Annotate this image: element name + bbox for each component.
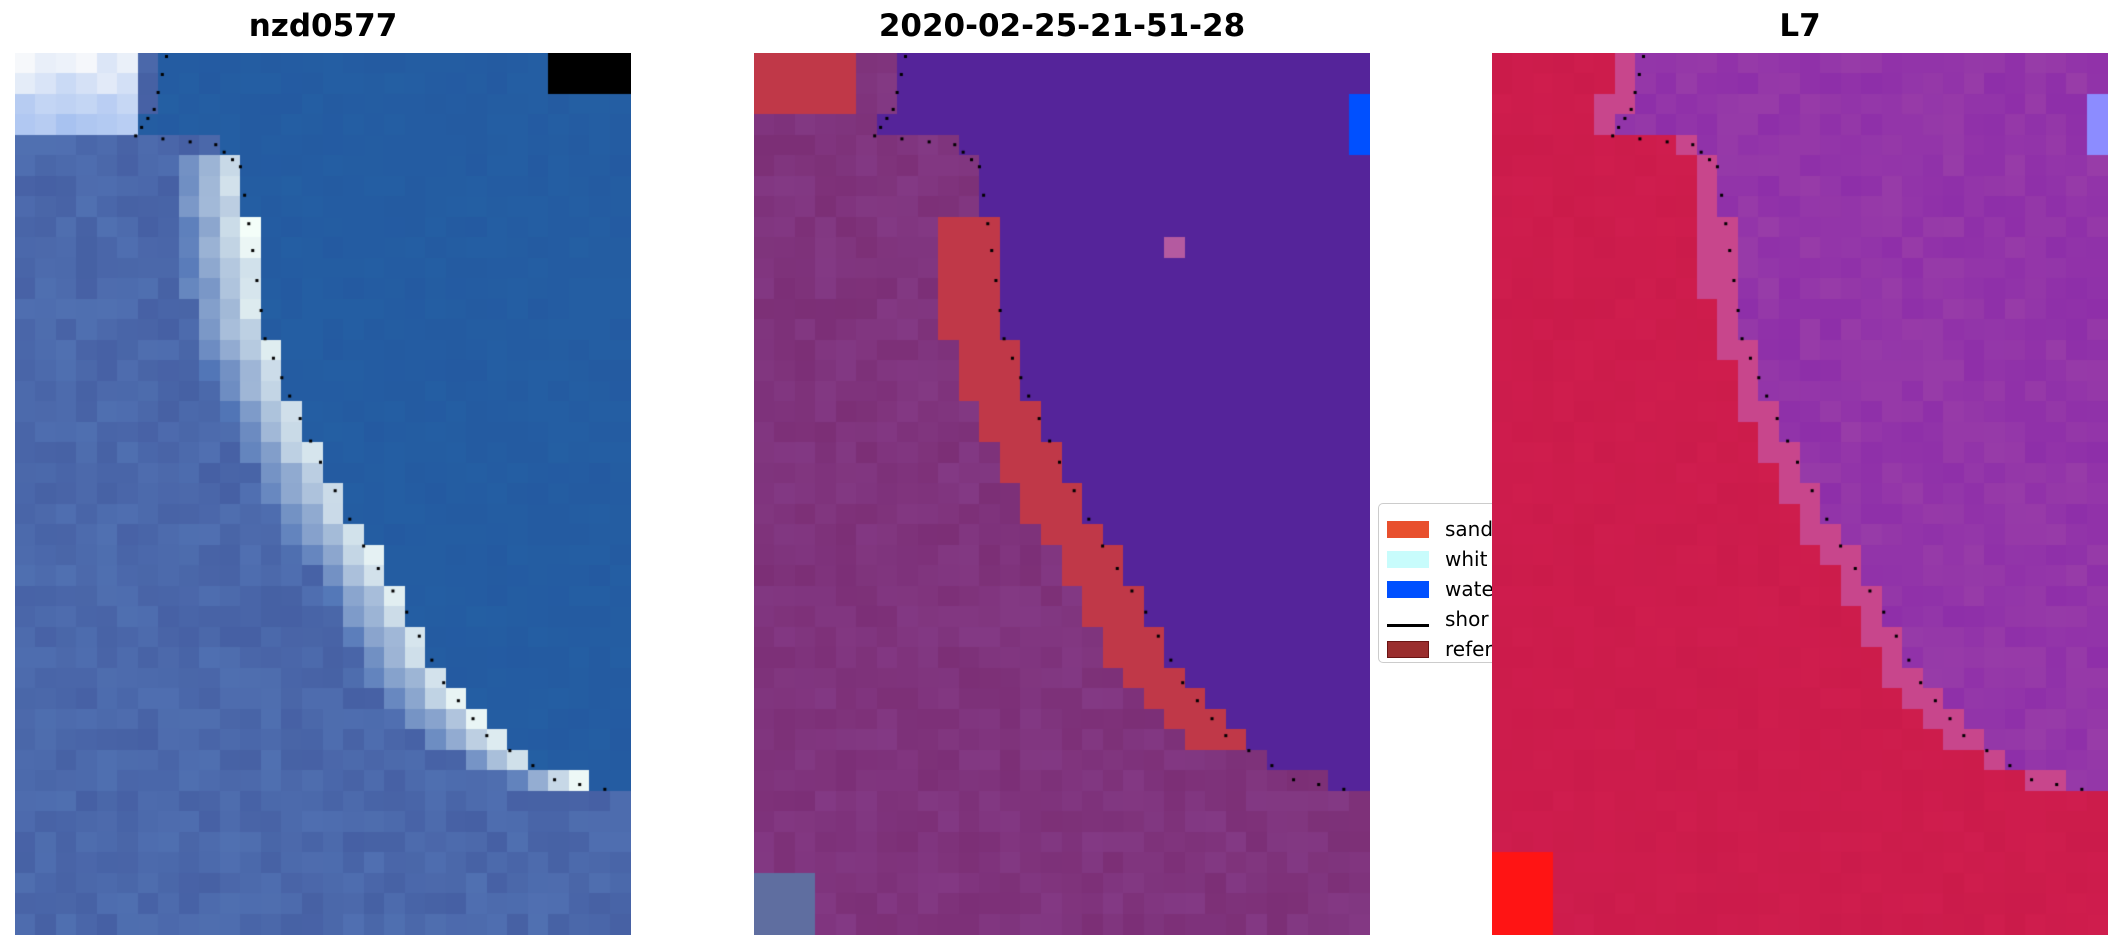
- legend-label-reference: refer: [1445, 637, 1493, 661]
- legend-label-sand: sand: [1445, 517, 1494, 541]
- title-panel-1: nzd0577: [248, 8, 398, 44]
- legend-label-shoreline: shor: [1445, 607, 1489, 631]
- index-image-panel: [1492, 53, 2108, 935]
- legend-swatch-whitewater: [1387, 550, 1429, 568]
- legend-swatch-water: [1387, 580, 1429, 598]
- legend-line-shoreline: [1387, 624, 1429, 627]
- classified-image-panel: [754, 53, 1370, 935]
- title-panel-2: 2020-02-25-21-51-28: [878, 8, 1246, 44]
- legend-label-whitewater: whit: [1445, 547, 1488, 571]
- title-panel-3: L7: [1779, 8, 1821, 44]
- rgb-image-panel: [15, 53, 631, 935]
- legend-label-water: wate: [1445, 577, 1494, 601]
- legend-swatch-reference: [1387, 640, 1429, 658]
- legend-swatch-sand: [1387, 520, 1429, 538]
